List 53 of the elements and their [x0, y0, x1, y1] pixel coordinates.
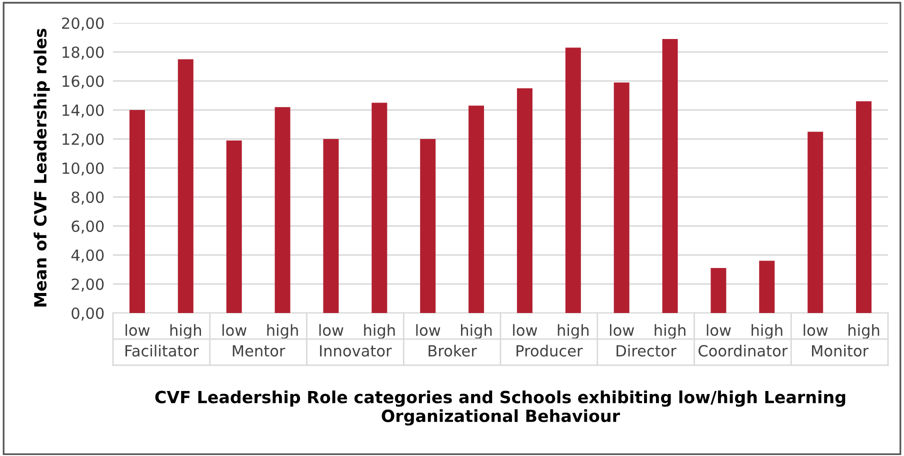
x-tick-label: high — [752, 324, 782, 339]
bar — [420, 139, 436, 313]
bar — [662, 38, 678, 313]
text: Director — [616, 344, 676, 357]
x-tick-label: high — [654, 324, 686, 339]
bar — [323, 139, 339, 313]
y-tick-label: 4,00 — [71, 249, 104, 263]
y-axis-title: Mean of CVF Leadership roles — [34, 28, 50, 307]
y-tick-label: 20,00 — [62, 17, 104, 31]
x-tick-label: high — [364, 324, 395, 339]
text: Facilitator — [126, 344, 199, 357]
bar — [808, 132, 824, 313]
x-tick-label: high — [461, 324, 492, 339]
text: Monitor — [812, 344, 869, 357]
y-tick-label: 18,00 — [62, 46, 104, 60]
y-tick-label: 8,00 — [72, 191, 104, 205]
x-tick-label: high — [558, 324, 589, 339]
bar — [274, 107, 290, 313]
bar — [614, 82, 630, 313]
x-tick-label: high — [848, 324, 880, 339]
text: Broker — [428, 344, 477, 357]
bar — [565, 48, 581, 313]
x-tick-label: low — [706, 324, 731, 336]
x-tick-label: high — [170, 324, 202, 339]
bar — [226, 140, 242, 313]
x-tick-label: low — [319, 324, 344, 336]
text: Innovator — [320, 345, 392, 357]
y-tick-label: 14,00 — [62, 104, 104, 118]
y-tick-label: 12,00 — [62, 133, 104, 147]
x-tick-label: low — [804, 324, 828, 336]
bar — [710, 268, 726, 313]
text: Coordinator — [698, 344, 788, 357]
x-tick-label: low — [416, 324, 440, 336]
x-axis-title: CVF Leadership Role categories and Schools exhibiting low/high Learning Organizational Behaviour — [155, 390, 846, 426]
bar — [372, 102, 388, 313]
bar — [129, 110, 145, 313]
bar — [516, 88, 532, 313]
x-tick-label: high — [267, 324, 298, 339]
x-tick-label: low — [222, 324, 246, 336]
bar — [178, 59, 194, 313]
y-tick-label: 16,00 — [62, 75, 104, 89]
y-tick-label: 0,00 — [72, 307, 104, 321]
x-tick-label: low — [126, 324, 150, 336]
y-tick-label: 6,00 — [72, 220, 104, 234]
text: Producer — [516, 344, 583, 357]
x-tick-label: low — [513, 324, 538, 336]
x-tick-label: low — [610, 324, 634, 336]
bar — [468, 106, 484, 313]
y-tick-label: 10,00 — [62, 162, 104, 176]
y-tick-label: 2,00 — [72, 278, 104, 292]
bar — [856, 101, 872, 313]
bar — [759, 260, 775, 313]
text: Mentor — [232, 345, 286, 357]
